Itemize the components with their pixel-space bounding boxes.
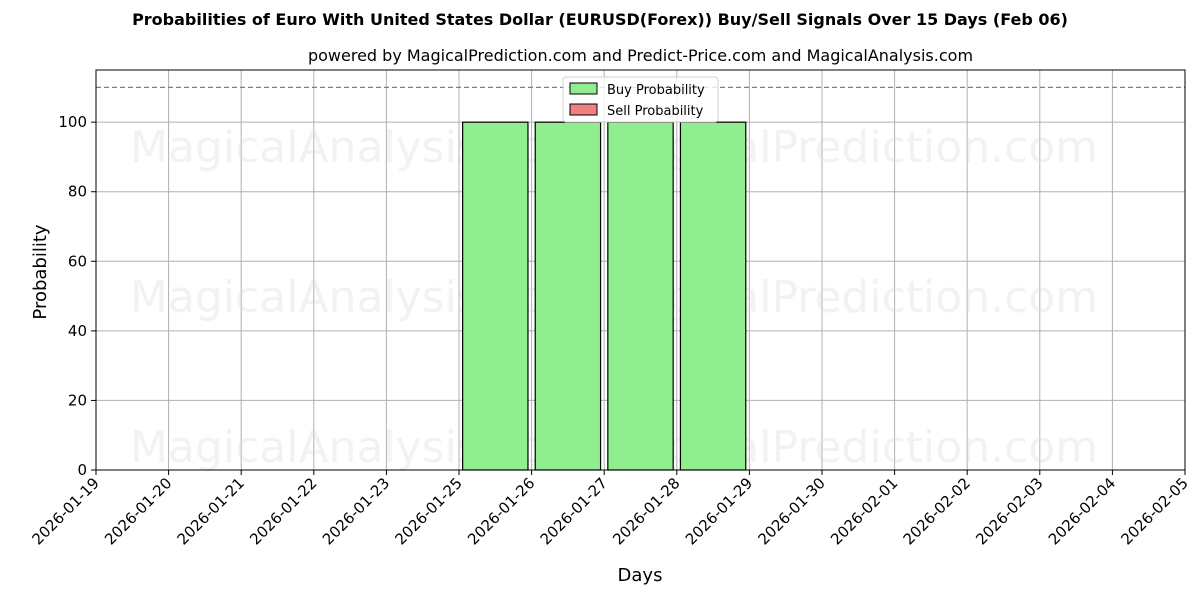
legend-buy-label: Buy Probability	[607, 83, 705, 98]
watermark-text: MagicalPrediction.com	[603, 422, 1098, 473]
watermark-text: MagicalPrediction.com	[603, 122, 1098, 173]
legend: Buy Probability Sell Probability	[562, 76, 719, 123]
x-axis-label: Days	[618, 565, 663, 586]
x-tick-label: 2026-01-21	[174, 474, 248, 548]
legend-sell-label: Sell Probability	[607, 104, 704, 119]
plot-frame	[95, 69, 1186, 471]
y-tick-label: 40	[68, 322, 87, 340]
bar	[679, 121, 747, 471]
y-axis-ticks: 0 20 40 60 80 100	[58, 113, 96, 479]
y-axis-label: Probability	[30, 224, 51, 319]
y-tick-label: 20	[68, 391, 87, 409]
chart-subtitle: powered by MagicalPrediction.com and Pre…	[307, 46, 974, 65]
bar	[462, 121, 529, 471]
bar	[534, 121, 602, 471]
watermark-text: MagicalPrediction.com	[603, 272, 1098, 323]
y-tick-label: 0	[77, 461, 87, 479]
x-axis-ticks: 2026-01-192026-01-202026-01-212026-01-22…	[28, 470, 1192, 548]
legend-box	[562, 76, 719, 123]
x-tick-label: 2026-01-20	[101, 474, 175, 548]
x-tick-label: 2026-01-28	[609, 474, 683, 548]
x-tick-label: 2026-02-01	[827, 474, 901, 548]
x-tick-label: 2026-01-19	[28, 474, 102, 548]
legend-sell-swatch	[569, 103, 598, 116]
x-tick-label: 2026-02-04	[1045, 474, 1119, 548]
x-tick-label: 2026-01-25	[391, 474, 465, 548]
x-tick-label: 2026-02-05	[1117, 474, 1191, 548]
x-tick-label: 2026-01-23	[319, 474, 393, 548]
bar	[607, 121, 674, 471]
y-tick-label: 80	[68, 183, 87, 201]
x-tick-label: 2026-01-27	[537, 474, 611, 548]
x-tick-label: 2026-02-02	[900, 474, 974, 548]
y-tick-label: 100	[58, 113, 87, 131]
x-tick-label: 2026-01-22	[246, 474, 320, 548]
x-tick-label: 2026-02-03	[972, 474, 1046, 548]
x-tick-label: 2026-01-30	[754, 474, 828, 548]
x-tick-label: 2026-01-29	[682, 474, 756, 548]
chart-title: Probabilities of Euro With United States…	[132, 10, 1068, 29]
y-tick-label: 60	[68, 252, 87, 270]
legend-buy-swatch	[569, 82, 598, 95]
x-tick-label: 2026-01-26	[464, 474, 538, 548]
